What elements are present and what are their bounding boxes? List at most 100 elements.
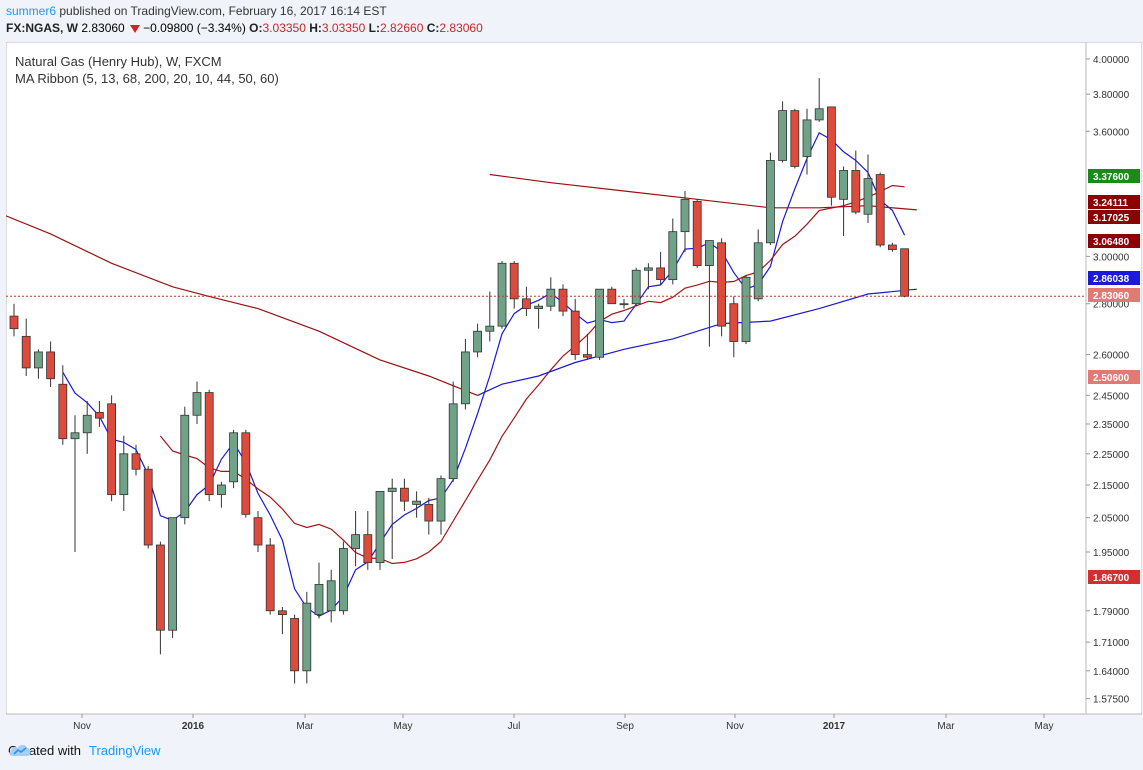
candle[interactable] [668, 218, 678, 285]
candle[interactable] [412, 491, 422, 518]
candle-body [70, 432, 80, 440]
candle[interactable] [778, 101, 787, 163]
candle[interactable] [314, 562, 324, 619]
candle[interactable] [277, 606, 287, 635]
candle[interactable] [290, 614, 300, 684]
price-chart[interactable]: 4.00000 3.80000 3.60000 3.00000 2.80000 2.600… [6, 42, 1142, 738]
price-label-text: 2.83060 [1093, 291, 1130, 302]
candle[interactable] [900, 248, 909, 298]
candle[interactable] [705, 240, 714, 347]
author-link[interactable]: summer6 [6, 4, 57, 18]
price-label-bg [1088, 195, 1140, 209]
candle[interactable] [790, 108, 800, 169]
candle-body [277, 610, 287, 616]
candle[interactable] [192, 381, 202, 424]
candle[interactable] [399, 478, 409, 512]
candle[interactable] [814, 78, 824, 122]
candle[interactable] [534, 303, 543, 329]
price-label-text: 3.37600 [1093, 172, 1130, 183]
y-tick-label: 2.05000 [1093, 514, 1130, 525]
candle[interactable] [241, 429, 251, 518]
candle[interactable] [387, 478, 397, 560]
candle[interactable] [21, 318, 31, 377]
candle[interactable] [95, 400, 104, 427]
candle[interactable] [180, 406, 190, 525]
candle[interactable] [753, 229, 763, 302]
candle[interactable] [644, 263, 653, 290]
candle[interactable] [326, 569, 336, 623]
candle-body [168, 517, 178, 631]
chart-area[interactable]: 4.00000 3.80000 3.60000 3.00000 2.80000 2.600… [6, 42, 1142, 738]
candle[interactable] [82, 400, 92, 454]
candle[interactable] [851, 150, 861, 215]
candle[interactable] [155, 541, 165, 655]
candle[interactable] [875, 172, 885, 248]
candle[interactable] [656, 251, 665, 285]
candle[interactable] [168, 517, 178, 639]
candle[interactable] [509, 260, 519, 309]
candle-body [375, 491, 385, 564]
candle-body [644, 267, 653, 271]
ma5-line [62, 131, 906, 617]
candle[interactable] [229, 429, 239, 489]
candle[interactable] [680, 190, 690, 252]
candle[interactable] [363, 511, 373, 570]
candle[interactable] [143, 466, 153, 549]
plot-background [6, 42, 1087, 715]
candle[interactable] [58, 365, 68, 445]
candle[interactable] [839, 166, 848, 237]
candle[interactable] [583, 333, 592, 360]
price-label-bg [1088, 169, 1140, 183]
candle[interactable] [216, 481, 226, 508]
candle[interactable] [595, 288, 604, 360]
candle[interactable] [485, 291, 495, 342]
price-label-text: 2.50600 [1093, 373, 1130, 384]
price-label-bg [1088, 288, 1140, 302]
candle[interactable] [375, 491, 385, 570]
y-tick-label: 4.00000 [1093, 55, 1130, 66]
candle[interactable] [766, 152, 775, 246]
candle[interactable] [424, 497, 434, 535]
candle[interactable] [473, 323, 483, 358]
x-tick-label: Nov [73, 721, 91, 732]
candle[interactable] [70, 415, 80, 553]
candle[interactable] [448, 381, 458, 482]
candle[interactable] [888, 242, 897, 252]
candle[interactable] [827, 106, 836, 206]
candle[interactable] [619, 298, 629, 309]
candle[interactable] [460, 338, 470, 410]
candle[interactable] [570, 298, 580, 360]
candle[interactable] [46, 341, 55, 388]
candle-body [631, 269, 641, 305]
candle[interactable] [436, 475, 446, 535]
candle[interactable] [351, 511, 361, 567]
price-label: 3.24111 [1088, 195, 1140, 209]
candle[interactable] [204, 389, 214, 502]
candle[interactable] [265, 538, 275, 615]
candle[interactable] [802, 108, 812, 175]
candle[interactable] [729, 296, 739, 358]
candle[interactable] [692, 199, 702, 268]
candle[interactable] [741, 274, 751, 345]
candle[interactable] [717, 238, 726, 337]
candle[interactable] [863, 154, 873, 223]
candle[interactable] [131, 444, 141, 476]
candle[interactable] [33, 349, 43, 379]
price-label: 2.50600 [1088, 370, 1140, 384]
candle[interactable] [119, 435, 129, 512]
candle[interactable] [607, 286, 617, 305]
candle[interactable] [497, 260, 507, 329]
price-label-bg [1088, 234, 1140, 248]
candle[interactable] [631, 267, 641, 307]
tradingview-link[interactable]: TradingView [9, 743, 161, 758]
candle-body [888, 244, 897, 250]
candle[interactable] [302, 591, 312, 684]
candle[interactable] [107, 395, 116, 502]
candle[interactable] [546, 277, 556, 312]
candle[interactable] [253, 511, 263, 553]
candle[interactable] [338, 541, 348, 615]
candle[interactable] [558, 284, 568, 317]
candle[interactable] [9, 303, 19, 337]
candle[interactable] [522, 286, 531, 317]
price-label: 3.06480 [1088, 234, 1140, 248]
